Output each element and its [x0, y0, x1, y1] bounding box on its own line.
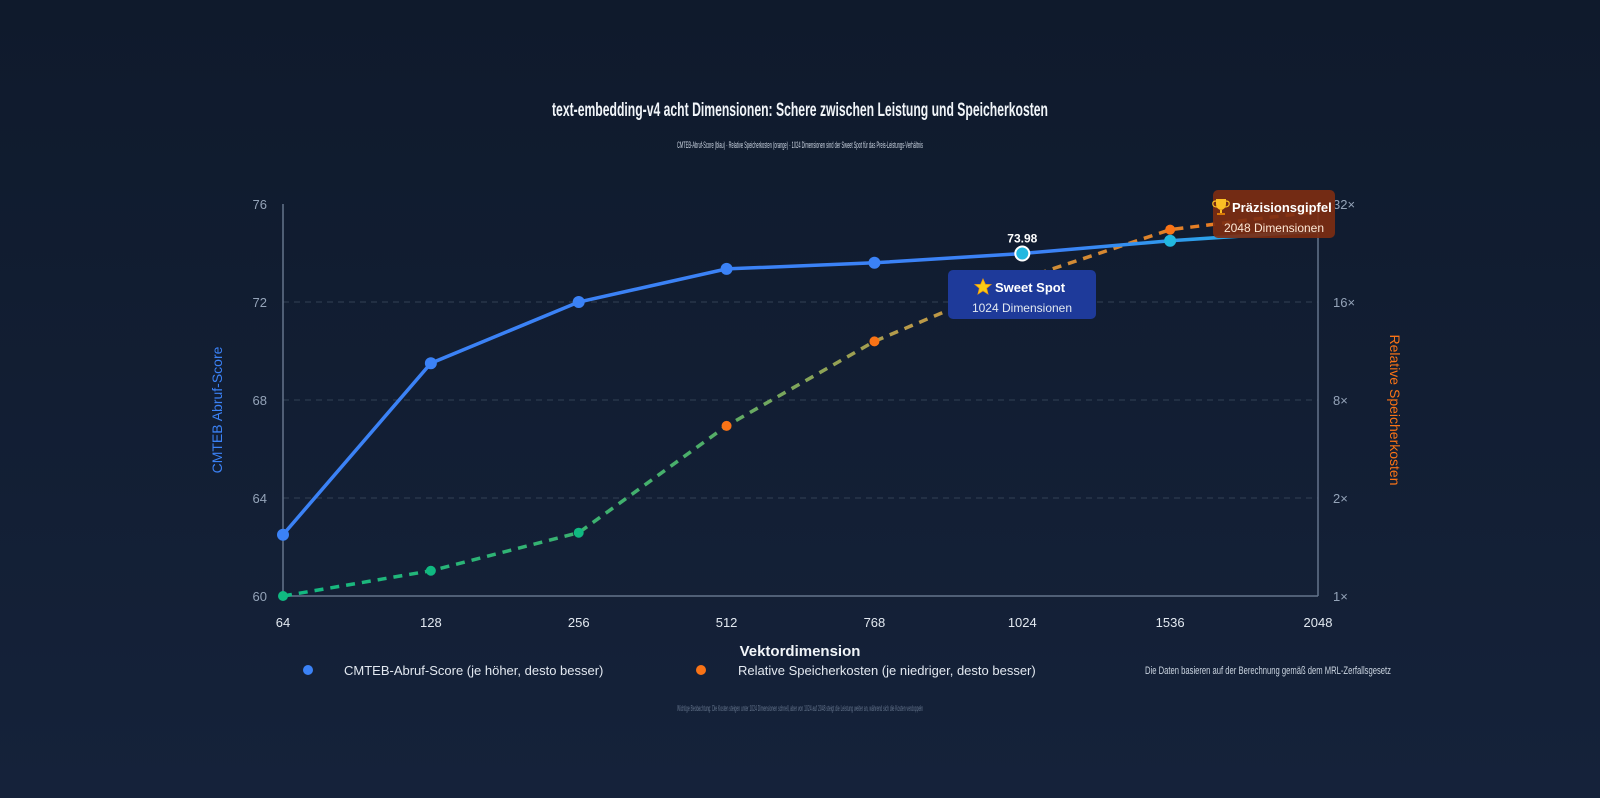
x-tick-label: 512 [716, 615, 738, 630]
y-right-tick-label: 16× [1333, 295, 1355, 310]
score-point [572, 296, 585, 308]
grid-lines [283, 301, 1318, 499]
y-right-tick-labels: 1× 2× 8× 16× 32× [1333, 197, 1355, 604]
x-tick-label: 768 [864, 615, 886, 630]
star-icon [973, 278, 993, 295]
trophy-icon [1212, 199, 1230, 215]
cost-point [573, 527, 584, 538]
x-tick-label: 1024 [1008, 615, 1037, 630]
score-point-sweet-spot [1014, 245, 1031, 262]
chart-subtitle: CMTEB-Abruf-Score (blau) · Relative Spei… [677, 140, 923, 150]
x-tick-label: 128 [420, 615, 442, 630]
y-left-tick-label: 68 [253, 393, 267, 408]
cost-series-line [282, 209, 1319, 598]
footnote: Wichtige Beobachtung: Die Kosten steigen… [677, 704, 923, 713]
sweet-spot-data-label: 73.98 [1007, 231, 1037, 245]
chart-title: text-embedding-v4 acht Dimensionen: Sche… [552, 100, 1048, 121]
legend-score-marker [303, 665, 313, 675]
cost-point [425, 565, 436, 576]
y-left-tick-label: 72 [253, 295, 267, 310]
y-right-tick-label: 8× [1333, 393, 1348, 408]
sweet-spot-text: 1024 Dimensionen [972, 301, 1072, 315]
legend-score-label: CMTEB-Abruf-Score (je höher, desto besse… [344, 663, 603, 678]
y-left-axis-label: CMTEB Abruf-Score [209, 346, 225, 473]
peak-title: Präzisionsgipfel [1232, 200, 1332, 215]
legend-item-score[interactable]: CMTEB-Abruf-Score (je höher, desto besse… [303, 663, 603, 678]
legend-cost-label: Relative Speicherkosten (je niedriger, d… [738, 663, 1036, 678]
cost-point [869, 336, 880, 347]
peak-text: 2048 Dimensionen [1224, 221, 1324, 235]
x-tick-label: 1536 [1156, 615, 1185, 630]
cost-point [278, 591, 288, 601]
y-left-tick-label: 76 [253, 197, 267, 212]
score-point [720, 262, 733, 275]
legend-item-cost[interactable]: Relative Speicherkosten (je niedriger, d… [696, 663, 1036, 678]
score-series-line [281, 229, 1319, 536]
score-point [277, 528, 289, 541]
y-right-tick-label: 1× [1333, 589, 1348, 604]
cost-point [721, 420, 732, 431]
y-left-tick-label: 60 [253, 589, 267, 604]
score-point [1164, 234, 1177, 247]
cost-point [1165, 224, 1176, 235]
score-series-points [277, 234, 1177, 541]
legend-note: Die Daten basieren auf der Berechnung ge… [1145, 665, 1391, 677]
y-right-tick-label: 2× [1333, 491, 1348, 506]
sweet-spot-annotation: Sweet Spot 1024 Dimensionen [948, 270, 1096, 319]
x-tick-label: 64 [276, 615, 290, 630]
y-left-tick-label: 64 [253, 491, 267, 506]
legend-cost-marker [696, 665, 706, 675]
x-tick-label: 256 [568, 615, 590, 630]
x-tick-labels: 64 128 256 512 768 1024 1536 2048 [276, 615, 1333, 630]
legend: CMTEB-Abruf-Score (je höher, desto besse… [303, 663, 1391, 678]
y-right-axis-label: Relative Speicherkosten [1387, 335, 1403, 486]
x-tick-label: 2048 [1304, 615, 1333, 630]
y-left-tick-labels: 60 64 68 72 76 [253, 197, 267, 604]
y-right-tick-label: 32× [1333, 197, 1355, 212]
peak-annotation: Präzisionsgipfel 2048 Dimensionen [1212, 190, 1335, 238]
sweet-spot-title: Sweet Spot [995, 280, 1066, 295]
x-axis-label: Vektordimension [740, 643, 861, 660]
score-point [424, 357, 437, 370]
score-point [868, 256, 881, 269]
